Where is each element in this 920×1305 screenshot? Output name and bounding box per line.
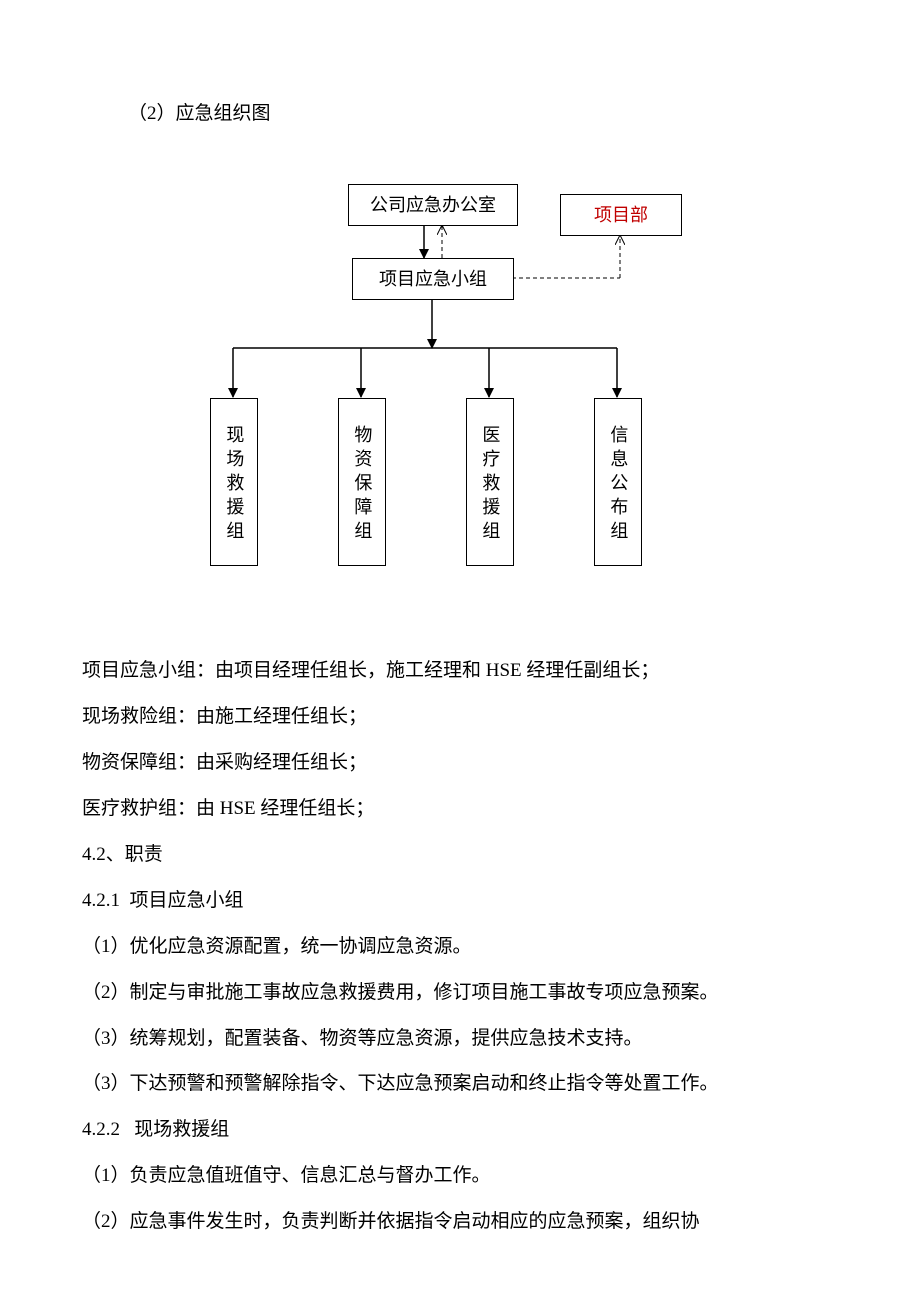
- role-desc: 现场救险组：由施工经理任组长；: [82, 694, 838, 740]
- node-project-team: 项目应急小组: [352, 258, 514, 300]
- section-title: 项目应急小组: [130, 890, 244, 911]
- node-material-group: 物资保障组: [338, 398, 386, 566]
- list-item: （1）优化应急资源配置，统一协调应急资源。: [82, 924, 838, 970]
- section-422: 4.2.2 现场救援组: [82, 1107, 838, 1153]
- node-project-dept: 项目部: [560, 194, 682, 236]
- section-title: 职责: [125, 844, 163, 865]
- role-desc: 医疗救护组：由 HSE 经理任组长；: [82, 786, 838, 832]
- section-title: 现场救援组: [134, 1119, 229, 1140]
- list-item: （1）负责应急值班值守、信息汇总与督办工作。: [82, 1153, 838, 1199]
- node-rescue-group: 现场救援组: [210, 398, 258, 566]
- list-item: （2）制定与审批施工事故应急救援费用，修订项目施工事故专项应急预案。: [82, 970, 838, 1016]
- org-chart: 公司应急办公室 项目部 项目应急小组 现场救援组 物资保障组 医疗救援组 信息公…: [160, 178, 760, 598]
- section-number: 4.2.2: [82, 1119, 120, 1140]
- section-heading: （2）应急组织图: [82, 90, 838, 138]
- node-medical-group: 医疗救援组: [466, 398, 514, 566]
- section-42: 4.2、职责: [82, 832, 838, 878]
- section-421: 4.2.1 项目应急小组: [82, 878, 838, 924]
- list-item: （3）统筹规划，配置装备、物资等应急资源，提供应急技术支持。: [82, 1016, 838, 1062]
- section-number: 4.2.1: [82, 890, 120, 911]
- node-company-office: 公司应急办公室: [348, 184, 518, 226]
- list-item: （2）应急事件发生时，负责判断并依据指令启动相应的应急预案，组织协: [82, 1199, 838, 1245]
- list-item: （3）下达预警和预警解除指令、下达应急预案启动和终止指令等处置工作。: [82, 1061, 838, 1107]
- section-number: 4.2、: [82, 844, 125, 865]
- role-desc: 物资保障组：由采购经理任组长；: [82, 740, 838, 786]
- node-info-group: 信息公布组: [594, 398, 642, 566]
- role-desc: 项目应急小组：由项目经理任组长，施工经理和 HSE 经理任副组长；: [82, 648, 838, 694]
